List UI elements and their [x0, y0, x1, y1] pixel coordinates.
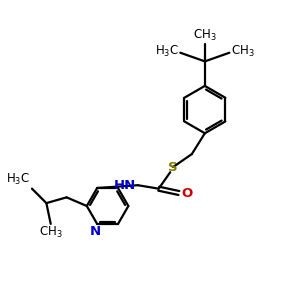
Text: HN: HN [113, 179, 136, 192]
Text: H$_3$C: H$_3$C [155, 44, 179, 59]
Text: H$_3$C: H$_3$C [6, 172, 31, 187]
Text: O: O [181, 187, 192, 200]
Text: CH$_3$: CH$_3$ [193, 28, 217, 43]
Text: S: S [168, 160, 178, 173]
Text: N: N [90, 225, 101, 239]
Text: CH$_3$: CH$_3$ [231, 44, 254, 59]
Text: CH$_3$: CH$_3$ [39, 225, 63, 240]
